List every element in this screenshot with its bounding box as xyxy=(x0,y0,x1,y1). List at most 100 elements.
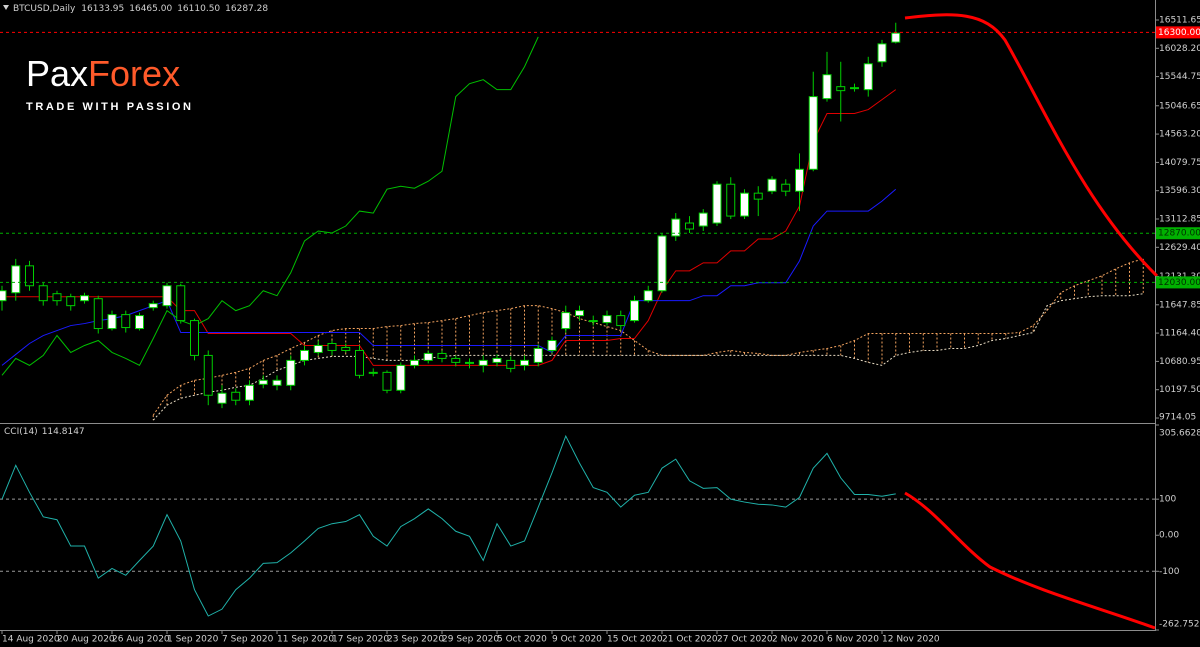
candle-body xyxy=(410,359,419,366)
candle-body xyxy=(465,361,474,364)
candle-body xyxy=(643,290,653,302)
y-tick-label: -100 xyxy=(1159,567,1180,577)
header-low: 16110.50 xyxy=(177,4,220,14)
candle-body xyxy=(767,178,777,192)
candle-body xyxy=(891,32,901,43)
plot xyxy=(0,22,1155,617)
candle-body xyxy=(712,183,722,224)
candle-body xyxy=(313,344,323,353)
level-tag xyxy=(1156,227,1200,240)
header-symbol: BTCUSD,Daily xyxy=(13,4,76,14)
candle-body xyxy=(492,357,502,363)
candle-body xyxy=(575,310,584,317)
candle-body xyxy=(190,320,199,356)
candle-body xyxy=(217,392,227,404)
header: BTCUSD,Daily 16133.95 16465.00 16110.50 1628… xyxy=(13,4,268,14)
y-tick-label: 13112.85 xyxy=(1159,215,1200,225)
candle-body xyxy=(616,315,626,327)
x-tick-label: 11 Sep 2020 xyxy=(277,635,334,645)
candle-body xyxy=(657,235,667,292)
logo-brand-b: Forex xyxy=(88,53,180,94)
cci-line xyxy=(1,434,896,617)
y-tick-label: 10197.50 xyxy=(1159,385,1200,395)
indicator-line xyxy=(1,36,539,376)
x-tick-label: 21 Oct 2020 xyxy=(662,635,718,645)
y-tick-label: 10680.95 xyxy=(1159,357,1200,367)
candle-body xyxy=(66,296,76,307)
level-label: 12870.00 xyxy=(1158,229,1200,239)
candle-body xyxy=(795,168,804,192)
y-tick-label: 15046.65 xyxy=(1159,101,1200,111)
candle-body xyxy=(300,349,309,361)
candle-body xyxy=(685,222,694,230)
logo-tagline: TRADE WITH PASSION xyxy=(26,101,194,113)
candle-body xyxy=(822,74,832,100)
candle-body xyxy=(107,314,117,330)
forecast-arrow xyxy=(904,491,1156,630)
axis-overlay: 16511.65 16028.20 15544.75 15046.65 14563.20… xyxy=(1,15,1200,645)
x-tick-label: 23 Sep 2020 xyxy=(387,635,444,645)
candle-body xyxy=(698,212,708,227)
candle-body xyxy=(753,192,763,200)
candle-body xyxy=(561,312,571,330)
y-tick-label: 13596.30 xyxy=(1159,186,1200,196)
level-label: 12030.00 xyxy=(1158,278,1200,288)
logo-brand-a: Pax xyxy=(26,53,88,94)
candle-body xyxy=(863,63,873,91)
candle-body xyxy=(836,86,846,92)
candle-body xyxy=(231,391,241,401)
cci-current: 114.8147 xyxy=(42,427,85,437)
candle-body xyxy=(272,379,282,386)
x-tick-label: 15 Oct 2020 xyxy=(607,635,663,645)
y-tick-label: 16028.20 xyxy=(1159,44,1200,54)
candle-body xyxy=(451,357,461,363)
logo: PaxForex TRADE WITH PASSION xyxy=(26,53,194,113)
candle-body xyxy=(203,354,213,396)
candle-body xyxy=(121,314,131,329)
candle-body xyxy=(52,293,62,302)
header-high: 16465.00 xyxy=(129,4,172,14)
y-tick-label: 11647.85 xyxy=(1159,300,1200,310)
cci-header: CCI(14) 114.8147 xyxy=(4,427,85,437)
x-tick-label: 6 Nov 2020 xyxy=(827,635,879,645)
x-tick-label: 17 Sep 2020 xyxy=(332,635,389,645)
candle-body xyxy=(588,320,598,323)
x-tick-label: 7 Sep 2020 xyxy=(222,635,274,645)
candle-body xyxy=(533,347,543,363)
candle-body xyxy=(726,183,736,217)
candle-body xyxy=(423,352,433,361)
candle-body xyxy=(396,364,406,391)
candle-body xyxy=(135,315,144,330)
level-tag xyxy=(1156,276,1200,289)
x-tick-label: 12 Nov 2020 xyxy=(882,635,940,645)
cloud-span-b xyxy=(152,293,1144,421)
candle-body xyxy=(11,265,21,294)
candle-body xyxy=(0,290,7,302)
x-tick-label: 9 Oct 2020 xyxy=(552,635,602,645)
header-icon xyxy=(3,5,9,10)
candle-body xyxy=(148,303,158,309)
x-tick-label: 14 Aug 2020 xyxy=(2,635,60,645)
candle-body xyxy=(808,96,818,170)
candle-body xyxy=(176,285,186,322)
candle-body xyxy=(286,359,296,386)
candle-body xyxy=(877,43,887,63)
x-tick-label: 29 Sep 2020 xyxy=(442,635,499,645)
forecast-arrow xyxy=(904,13,1159,278)
candle-body xyxy=(547,339,557,351)
y-tick-label: 100 xyxy=(1159,495,1176,505)
candle-body xyxy=(478,359,488,366)
indicator-line xyxy=(2,89,897,366)
candle-body xyxy=(437,352,447,359)
candle-body xyxy=(382,371,392,391)
candle-body xyxy=(781,183,791,192)
y-tick-label: 9714.05 xyxy=(1159,413,1196,423)
candle-body xyxy=(25,265,34,287)
candle-body xyxy=(341,346,351,351)
cloud-span-a xyxy=(152,258,1144,416)
x-tick-label: 5 Oct 2020 xyxy=(497,635,547,645)
candle-body xyxy=(520,359,529,366)
candle-body xyxy=(671,218,681,237)
candle-body xyxy=(355,349,364,376)
